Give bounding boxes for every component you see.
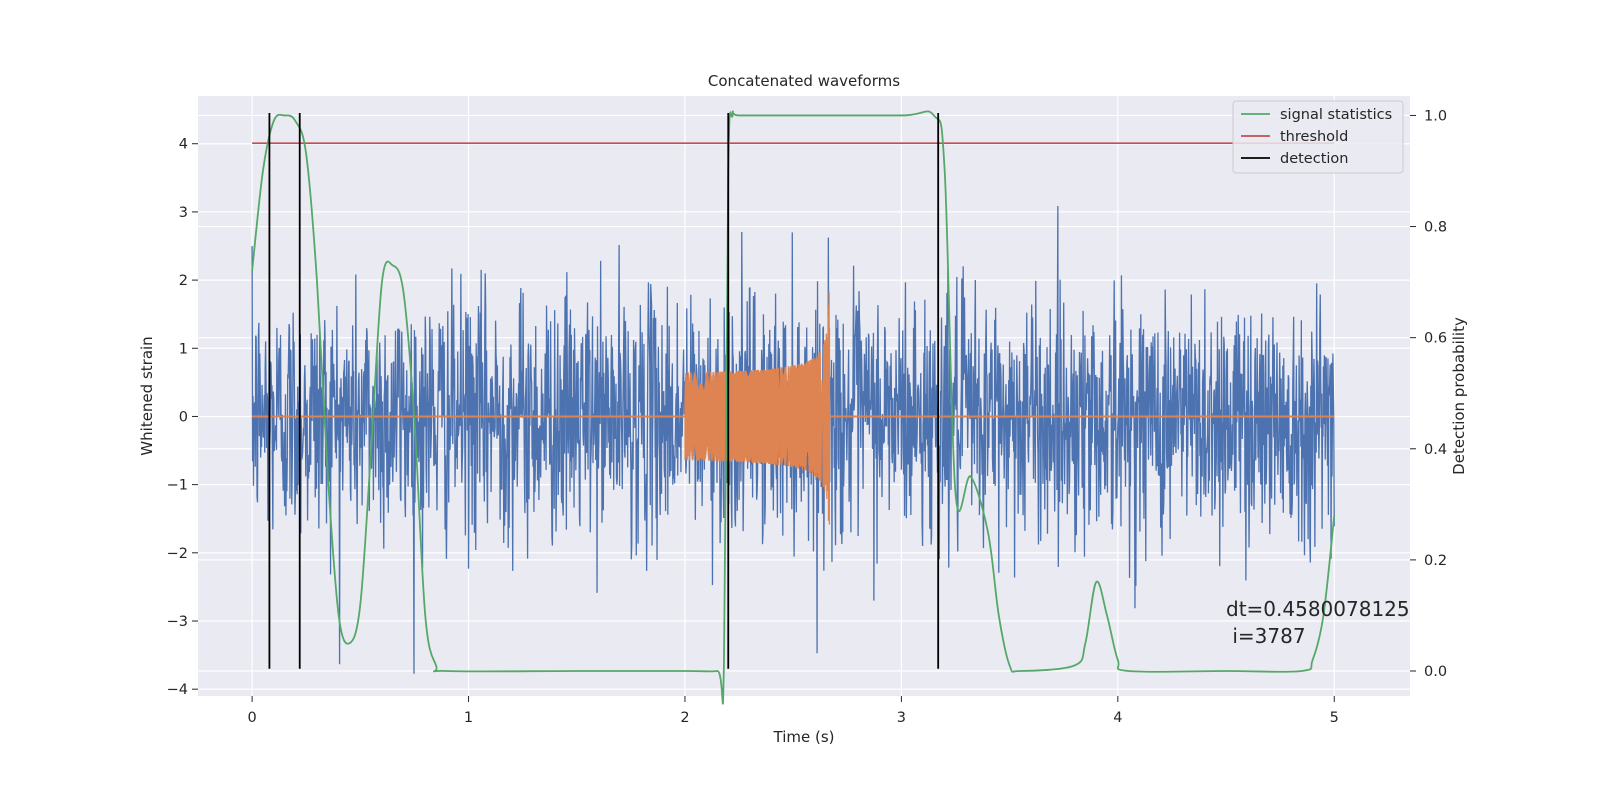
x-tick-label: 4 (1113, 710, 1122, 726)
y-tick-label: 4 (179, 137, 188, 153)
legend-label-detection: detection (1280, 151, 1348, 167)
x-tick-label: 5 (1330, 710, 1339, 726)
y-right-tick-label: 0.2 (1424, 553, 1447, 569)
x-tick-label: 1 (464, 710, 473, 726)
annotation: dt=0.4580078125 i=3787 (1226, 597, 1410, 648)
legend-box (1232, 100, 1404, 174)
y-right-tick-label: 0.4 (1424, 442, 1447, 458)
legend-label-threshold: threshold (1280, 129, 1348, 145)
data-marks (251, 110, 1336, 705)
y-right-tick-label: 0.0 (1424, 664, 1447, 680)
x-axis-label: Time (s) (773, 728, 835, 746)
injection-waveform (684, 291, 831, 525)
y-tick-label: 1 (179, 341, 188, 357)
legend: signal statistics threshold detection (1232, 100, 1404, 174)
y-right-tick-label: 1.0 (1424, 108, 1447, 124)
y-right-tick-label: 0.6 (1424, 331, 1447, 347)
x-tick-label: 2 (680, 710, 689, 726)
x-tick-label: 0 (247, 710, 256, 726)
axes: −4 −3 −2 −1 0 1 2 3 4 0.0 0.2 0.4 0.6 0.8 1.0 0 1 2 3 4 5 (167, 108, 1447, 726)
y-tick-label: 2 (179, 273, 188, 289)
y-tick-label: 0 (179, 409, 188, 425)
y-tick-label: −3 (167, 614, 188, 630)
y-tick-label: −4 (167, 682, 188, 698)
y-tick-label: −1 (167, 478, 188, 494)
signal-statistics-curve (251, 110, 1336, 705)
y-tick-label: 3 (179, 205, 188, 221)
y-tick-label: −2 (167, 546, 188, 562)
legend-label-signal-statistics: signal statistics (1280, 107, 1392, 123)
chart-title: Concatenated waveforms (708, 72, 900, 90)
annotation-index: i=3787 (1226, 624, 1306, 648)
x-tick-label: 3 (897, 710, 906, 726)
annotation-dt: dt=0.4580078125 (1226, 597, 1410, 621)
y-axis-right-label: Detection probability (1450, 317, 1468, 475)
y-right-tick-label: 0.8 (1424, 220, 1447, 236)
y-axis-label: Whitened strain (138, 336, 156, 455)
